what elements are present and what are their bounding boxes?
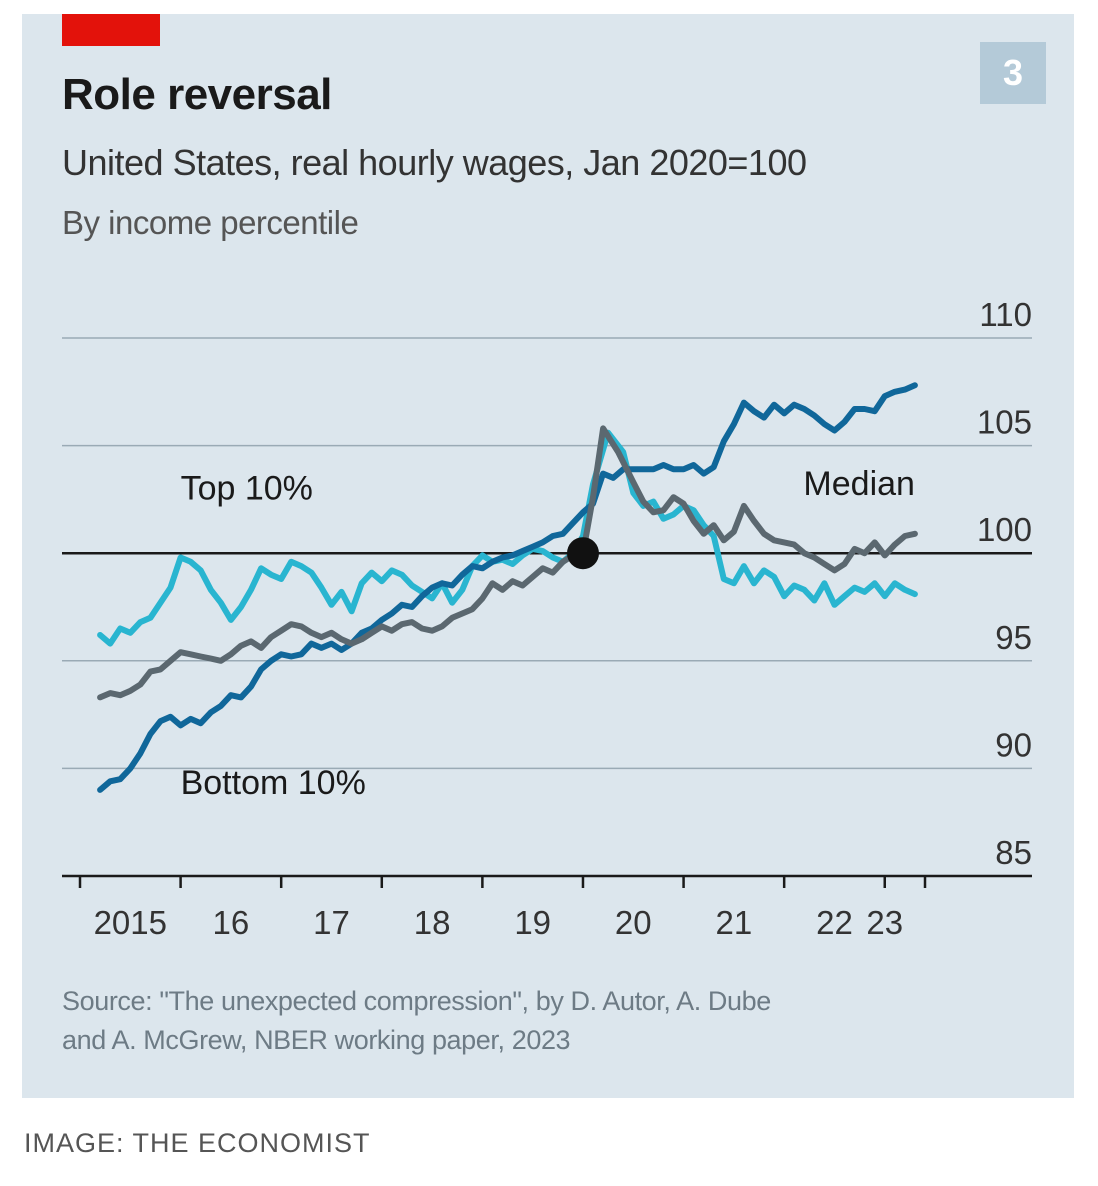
series-line-median — [97, 425, 918, 701]
x-tick-label-16: 16 — [213, 904, 250, 941]
y-tick-label-105: 105 — [977, 404, 1032, 441]
chart-title: Role reversal — [62, 70, 332, 119]
x-axis: 2015 16 17 18 19 20 21 22 23 — [78, 876, 927, 941]
y-axis-tick-labels: 85 90 95 100 105 110 — [977, 296, 1032, 871]
chart-source: Source: "The unexpected compression", by… — [62, 982, 771, 1060]
y-tick-label-85: 85 — [995, 834, 1032, 871]
chart-panel: 3 Role reversal United States, real hour… — [22, 14, 1074, 1098]
series-label-median: Median — [803, 465, 915, 503]
series-label-bottom10: Bottom 10% — [181, 764, 366, 802]
x-tick-label-18: 18 — [414, 904, 451, 941]
chart-subtitle: United States, real hourly wages, Jan 20… — [62, 142, 807, 183]
chart-number-badge: 3 — [980, 42, 1046, 104]
y-tick-label-90: 90 — [995, 726, 1032, 763]
series-line-bottom10 — [97, 382, 918, 793]
x-tick-label-19: 19 — [514, 904, 551, 941]
x-tick-label-20: 20 — [615, 904, 652, 941]
y-tick-label-100: 100 — [977, 511, 1032, 548]
brand-red-bar — [62, 14, 160, 46]
x-tick-label-17: 17 — [313, 904, 350, 941]
gridlines — [62, 337, 1032, 878]
image-credit: IMAGE: THE ECONOMIST — [24, 1128, 371, 1158]
source-line-2: and A. McGrew, NBER working paper, 2023 — [62, 1025, 571, 1055]
series-label-top10: Top 10% — [181, 469, 313, 507]
x-tick-label-2015: 2015 — [94, 904, 167, 941]
chart-subsubtitle: By income percentile — [62, 204, 359, 241]
y-tick-label-110: 110 — [979, 296, 1032, 333]
x-tick-label-23: 23 — [866, 904, 903, 941]
series-lines — [97, 382, 918, 793]
source-line-1: Source: "The unexpected compression", by… — [62, 986, 771, 1016]
x-tick-label-21: 21 — [716, 904, 753, 941]
reference-point-jan-2020 — [566, 537, 599, 570]
series-line-top10 — [97, 429, 918, 647]
y-tick-label-95: 95 — [995, 619, 1032, 656]
x-tick-label-22: 22 — [816, 904, 853, 941]
series-labels: Top 10% Median Bottom 10% — [181, 465, 915, 802]
